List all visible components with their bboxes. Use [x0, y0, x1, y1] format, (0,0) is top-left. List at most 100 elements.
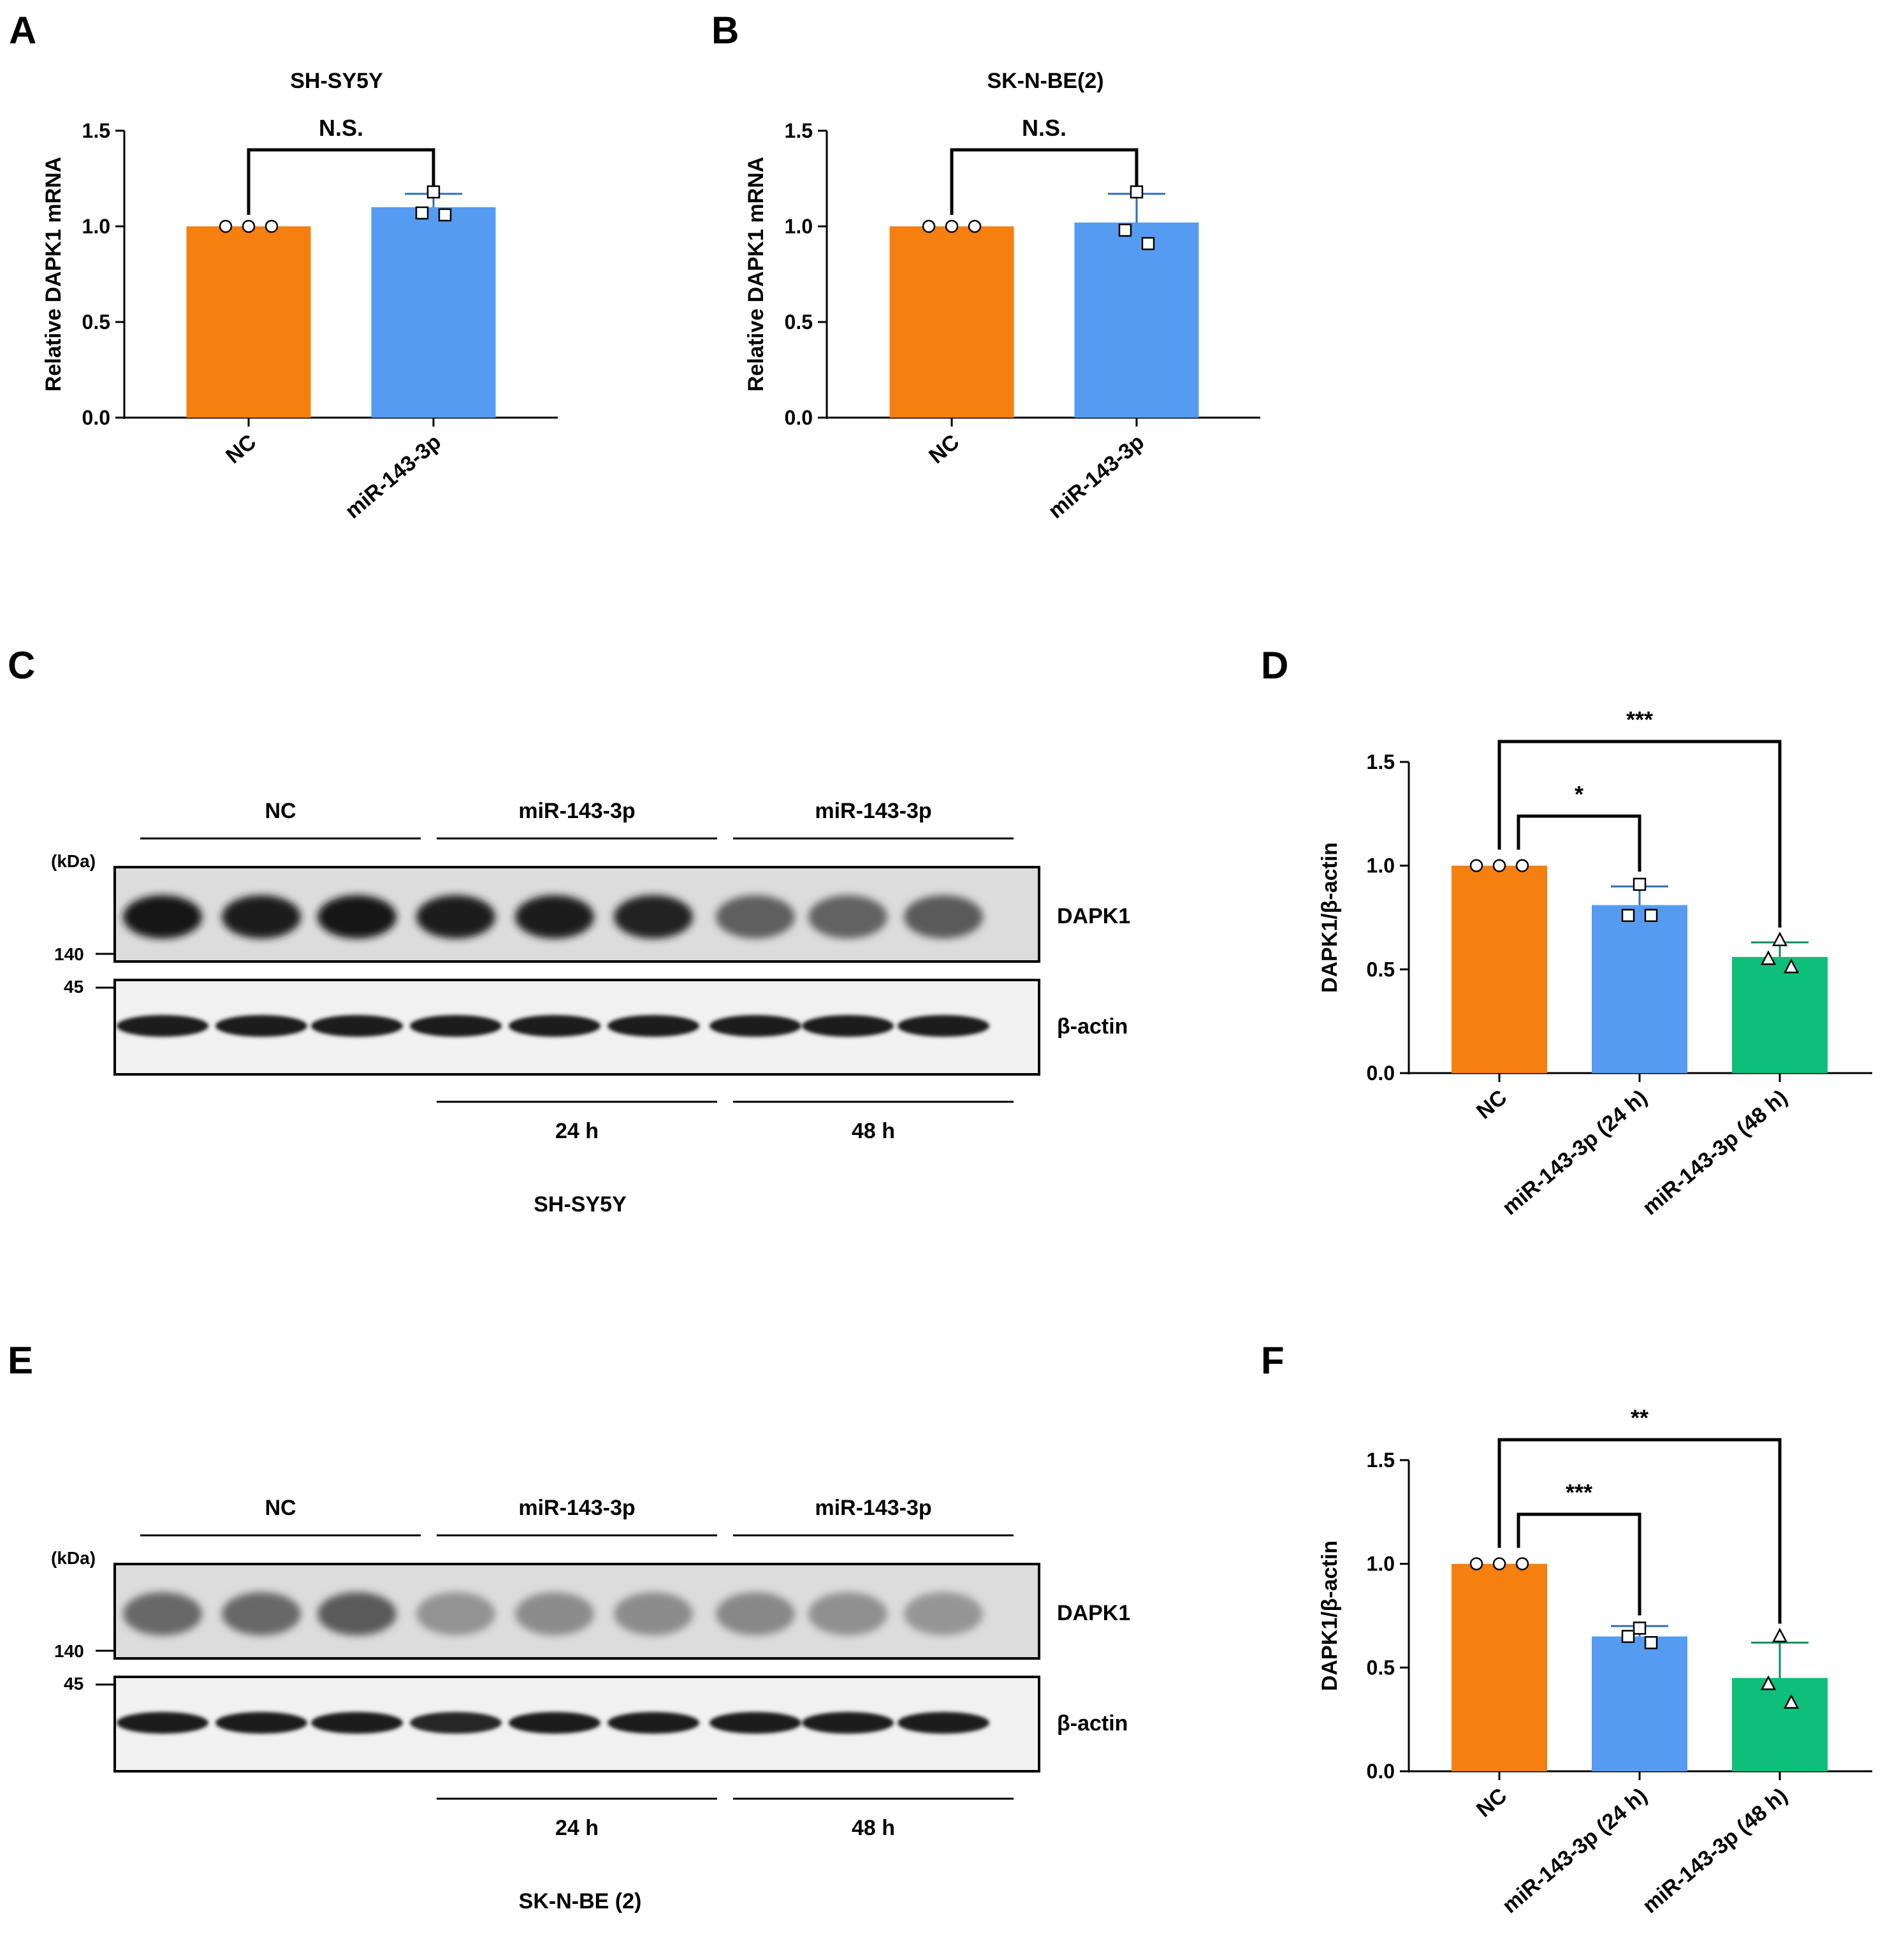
actin-band	[802, 1015, 894, 1037]
data-point	[438, 208, 452, 222]
significance-label: ***	[1566, 1479, 1592, 1505]
dapk1-band	[614, 1592, 693, 1635]
blot-c: NC miR-143-3p miR-143-3p (kDa) 140 DAPK1 45 β-a…	[51, 799, 1130, 1217]
panel-label-b: B	[711, 9, 739, 52]
data-point	[1633, 1621, 1647, 1635]
actin-band	[509, 1712, 600, 1734]
y-tick-label: 1.0	[82, 215, 110, 238]
significance-bracket	[950, 148, 1139, 215]
y-tick-label: 0.5	[82, 311, 110, 333]
x-tick-label: NC	[221, 430, 261, 469]
data-point	[242, 219, 256, 233]
data-point	[1772, 1627, 1788, 1642]
y-axis-label: Relative DAPK1 mRNA	[744, 157, 768, 391]
bar-1	[1592, 1636, 1687, 1771]
kda-marker-45: 45	[64, 977, 84, 997]
x-tick-label: NC	[1472, 1783, 1511, 1822]
x-tick-label: miR-143-3p (48 h)	[1638, 1085, 1793, 1220]
bar-2	[1732, 1678, 1828, 1771]
blot-group-label: miR-143-3p	[518, 799, 635, 823]
data-point	[1141, 237, 1155, 251]
data-point	[1783, 958, 1800, 974]
significance-bracket	[1497, 740, 1782, 928]
y-tick-label: 1.5	[785, 119, 813, 142]
cell-line-label: SH-SY5Y	[534, 1192, 627, 1217]
y-tick-label: 0.0	[785, 406, 813, 429]
dapk1-band	[904, 895, 983, 939]
bar-1	[1074, 223, 1199, 418]
x-tick-label: NC	[1472, 1085, 1511, 1124]
dapk1-band	[515, 895, 594, 939]
data-point	[265, 219, 279, 233]
actin-band	[509, 1015, 600, 1037]
chart-title: SK-N-BE(2)	[987, 69, 1103, 93]
panel-label-d: D	[1261, 644, 1288, 687]
blot-group-label: miR-143-3p	[518, 1496, 635, 1520]
dapk1-band	[416, 895, 495, 939]
data-point	[1469, 859, 1483, 872]
y-tick-label: 1.0	[1367, 854, 1395, 877]
significance-label: N.S.	[1022, 115, 1066, 141]
data-point	[426, 185, 440, 199]
data-point	[1772, 932, 1788, 947]
protein-label-dapk1: DAPK1	[1057, 904, 1130, 928]
chart-b: SK-N-BE(2) Relative DAPK1 mRNA 0.0 0.5 1.0 1.…	[744, 69, 1260, 523]
protein-label-actin: β-actin	[1057, 1014, 1128, 1039]
cell-line-label: SK-N-BE (2)	[519, 1889, 642, 1913]
significance-bracket	[1517, 1512, 1641, 1616]
bar-0	[1452, 1563, 1547, 1771]
actin-band	[311, 1712, 403, 1734]
blot-e: NC miR-143-3p miR-143-3p (kDa) 140 DAPK1 45 β-a…	[51, 1496, 1130, 1913]
x-tick-label: miR-143-3p	[340, 430, 446, 523]
dapk1-band	[808, 1592, 887, 1635]
significance-label: N.S.	[319, 115, 363, 141]
y-tick-label: 0.5	[785, 311, 813, 333]
x-tick-label: miR-143-3p	[1044, 430, 1149, 523]
y-tick-label: 1.5	[82, 119, 110, 142]
data-point	[968, 219, 982, 233]
actin-band	[608, 1712, 699, 1734]
dapk1-band	[515, 1592, 594, 1635]
x-tick-label: NC	[924, 430, 964, 469]
data-point	[219, 219, 233, 233]
dapk1-band	[416, 1592, 495, 1635]
significance-label: **	[1631, 1405, 1648, 1431]
blot-group-label: NC	[265, 799, 296, 823]
actin-band	[117, 1712, 208, 1734]
data-point	[1492, 859, 1506, 872]
dapk1-band	[716, 895, 795, 939]
timepoint-label: 48 h	[852, 1119, 895, 1143]
bar-0	[186, 226, 311, 418]
bar-0	[1452, 865, 1547, 1073]
x-tick-label: miR-143-3p (24 h)	[1498, 1085, 1652, 1220]
actin-band	[215, 1015, 307, 1037]
data-point	[1492, 1557, 1506, 1570]
y-tick-label: 0.5	[1367, 958, 1395, 981]
actin-band	[898, 1712, 989, 1734]
dapk1-band	[123, 1592, 202, 1635]
x-tick-label: miR-143-3p (48 h)	[1638, 1783, 1793, 1918]
dapk1-band	[222, 895, 301, 939]
blot-group-label: NC	[265, 1496, 296, 1520]
kda-marker-45: 45	[64, 1674, 84, 1693]
data-point	[1515, 1557, 1529, 1570]
dapk1-band	[123, 895, 202, 939]
dapk1-band	[317, 895, 397, 939]
y-axis-label: DAPK1/β-actin	[1318, 1540, 1342, 1691]
significance-bracket	[1517, 814, 1641, 872]
significance-label: ***	[1626, 706, 1653, 733]
dapk1-band	[614, 895, 693, 939]
bar-2	[1732, 956, 1828, 1073]
panel-label-c: C	[8, 644, 35, 687]
bar-0	[889, 226, 1014, 418]
bar-1	[1592, 905, 1687, 1073]
actin-band	[117, 1015, 208, 1037]
data-point	[1130, 185, 1144, 199]
dapk1-band	[317, 1592, 397, 1635]
panel-label-f: F	[1261, 1339, 1285, 1382]
kda-label: (kDa)	[51, 851, 96, 871]
kda-marker-140: 140	[54, 944, 84, 964]
